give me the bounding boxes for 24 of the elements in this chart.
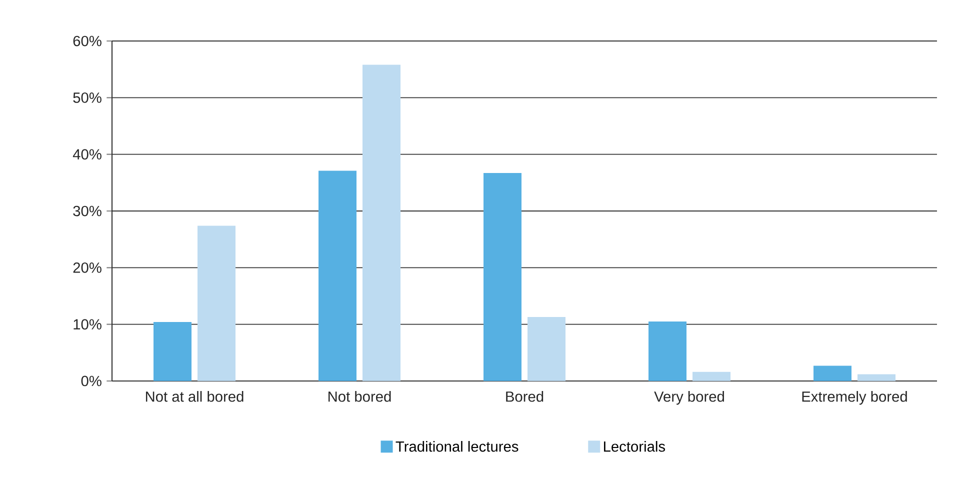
y-tick-label: 40% [72,149,102,160]
y-tick-label: 20% [73,262,102,273]
y-tick-label: 60% [73,36,102,46]
bar [528,316,566,381]
bar [318,170,356,381]
x-tick-label: Extremely bored [802,391,907,405]
bar [692,372,730,381]
x-tick-label: Not bored [328,391,391,402]
y-tick-label: 30% [73,206,102,216]
bar [483,173,522,381]
y-tick-label: 0% [81,376,102,386]
bar [198,226,236,381]
x-tick-label: Very bored [654,391,724,405]
bar [648,321,686,381]
bar [154,322,192,381]
bar [857,374,896,381]
y-tick-label: 10% [74,319,102,330]
legend-label: Traditional lectures [396,440,518,452]
bar [362,64,400,381]
legend-label: Lectorials [604,440,666,452]
x-tick-label: Not at all bored [146,391,244,402]
y-tick-label: 50% [73,92,102,103]
x-tick-label: Bored [506,391,544,402]
bar [813,366,852,381]
